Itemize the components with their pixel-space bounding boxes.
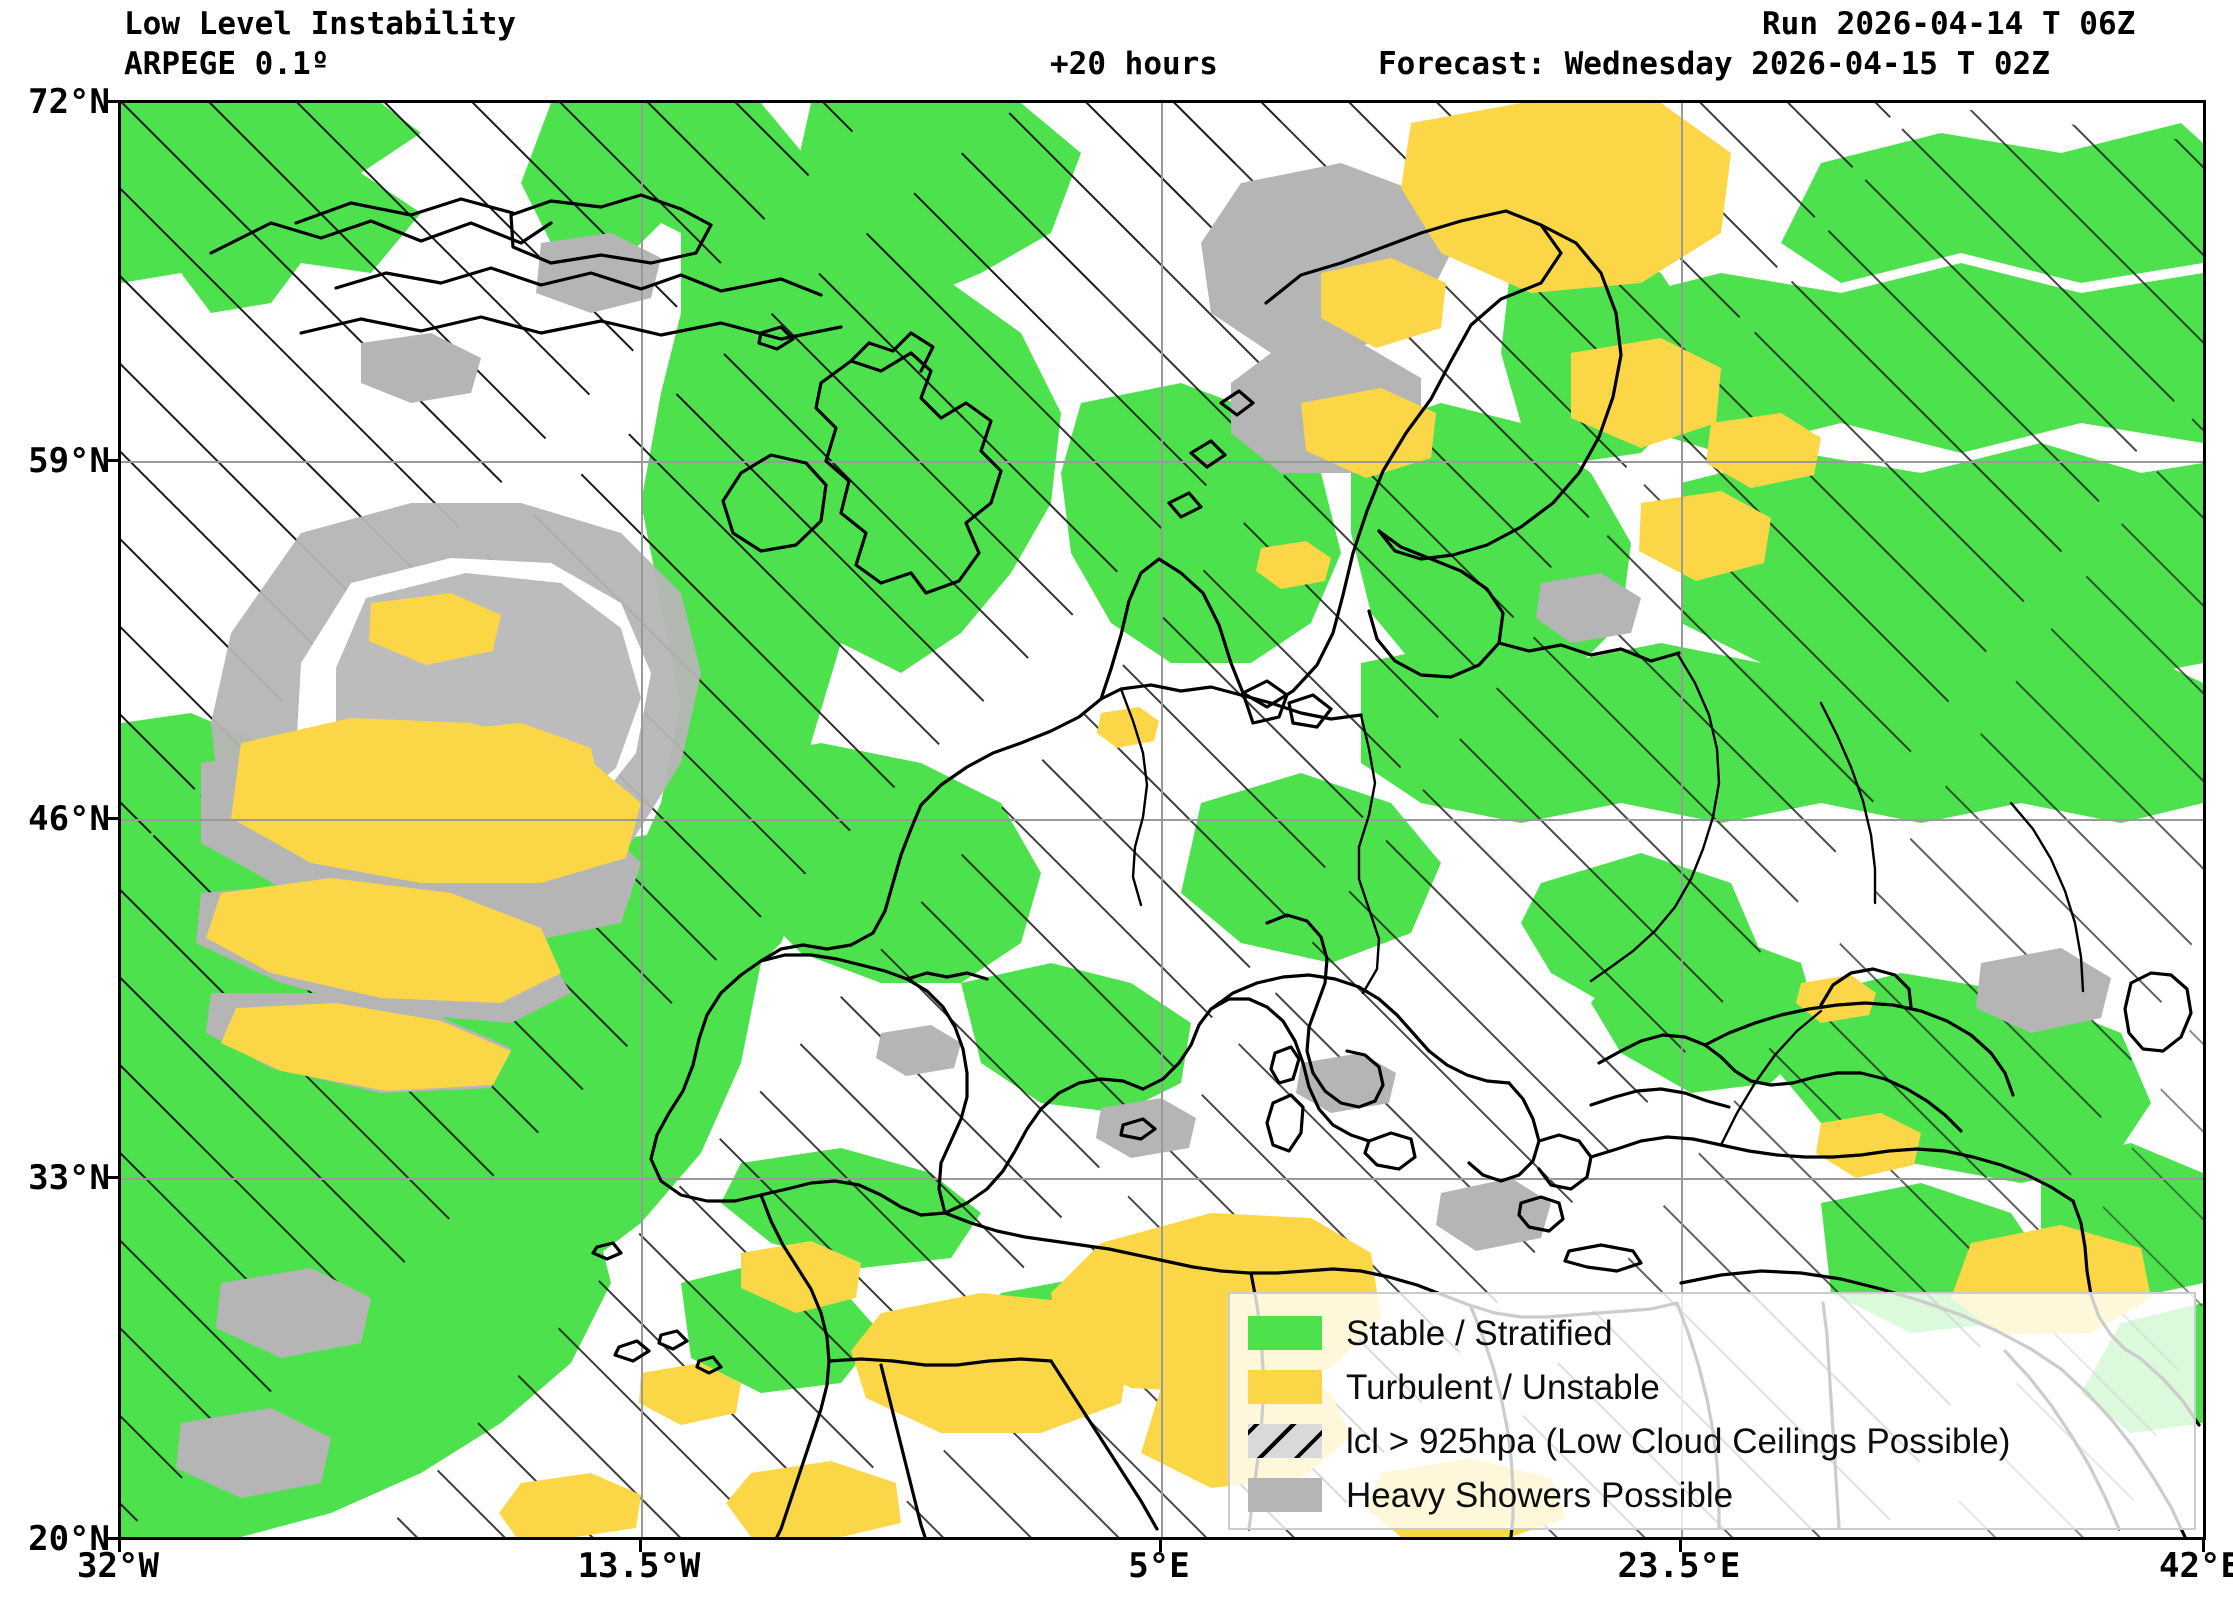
x-tick-42e (2202, 1540, 2205, 1552)
x-tick-13-5w (639, 1540, 642, 1552)
header: Low Level Instability ARPEGE 0.1º +20 ho… (0, 0, 2233, 100)
legend-swatch-hatch-icon (1248, 1424, 1322, 1458)
y-tick-46n (107, 817, 119, 820)
legend-label-showers: Heavy Showers Possible (1346, 1475, 1734, 1515)
legend-swatch-gray-icon (1248, 1478, 1322, 1512)
x-axis-label-32w: 32°W (77, 1546, 159, 1586)
legend-swatch-green-icon (1248, 1316, 1322, 1350)
y-axis-label-72n: 72°N (28, 82, 110, 122)
legend-item-showers: Heavy Showers Possible (1248, 1468, 2194, 1522)
lead-time-label: +20 hours (1050, 46, 1218, 82)
forecast-time-label: Forecast: Wednesday 2026-04-15 T 02Z (1378, 46, 2050, 82)
x-tick-32w (118, 1540, 121, 1552)
legend-label-turbulent: Turbulent / Unstable (1346, 1367, 1660, 1407)
map-legend: Stable / Stratified Turbulent / Unstable… (1228, 1292, 2196, 1530)
legend-item-lcl: lcl > 925hpa (Low Cloud Ceilings Possibl… (1248, 1414, 2194, 1468)
legend-label-stable: Stable / Stratified (1346, 1313, 1613, 1353)
y-axis-label-20n: 20°N (28, 1519, 110, 1559)
y-axis-label-33n: 33°N (28, 1158, 110, 1198)
legend-item-stable: Stable / Stratified (1248, 1306, 2194, 1360)
y-axis-label-59n: 59°N (28, 441, 110, 481)
x-axis-label-5e: 5°E (1128, 1546, 1190, 1586)
x-tick-23-5e (1679, 1540, 1682, 1552)
map-plot-area[interactable] (118, 100, 2206, 1540)
legend-swatch-yellow-icon (1248, 1370, 1322, 1404)
x-axis-label-23-5e: 23.5°E (1617, 1546, 1741, 1586)
x-axis-label-42e: 42°E (2159, 1546, 2233, 1586)
x-tick-5e (1159, 1540, 1162, 1552)
graticule (121, 103, 2203, 1537)
y-tick-72n (107, 100, 119, 103)
page-title: Low Level Instability (124, 6, 516, 42)
y-tick-20n (107, 1537, 119, 1540)
legend-item-turbulent: Turbulent / Unstable (1248, 1360, 2194, 1414)
model-label: ARPEGE 0.1º (124, 46, 330, 82)
weather-map (121, 103, 2203, 1537)
y-axis-label-46n: 46°N (28, 799, 110, 839)
legend-label-lcl: lcl > 925hpa (Low Cloud Ceilings Possibl… (1346, 1421, 2011, 1461)
run-time-label: Run 2026-04-14 T 06Z (1762, 6, 2136, 42)
x-axis-label-13-5w: 13.5°W (577, 1546, 701, 1586)
y-tick-59n (107, 459, 119, 462)
y-tick-33n (107, 1176, 119, 1179)
